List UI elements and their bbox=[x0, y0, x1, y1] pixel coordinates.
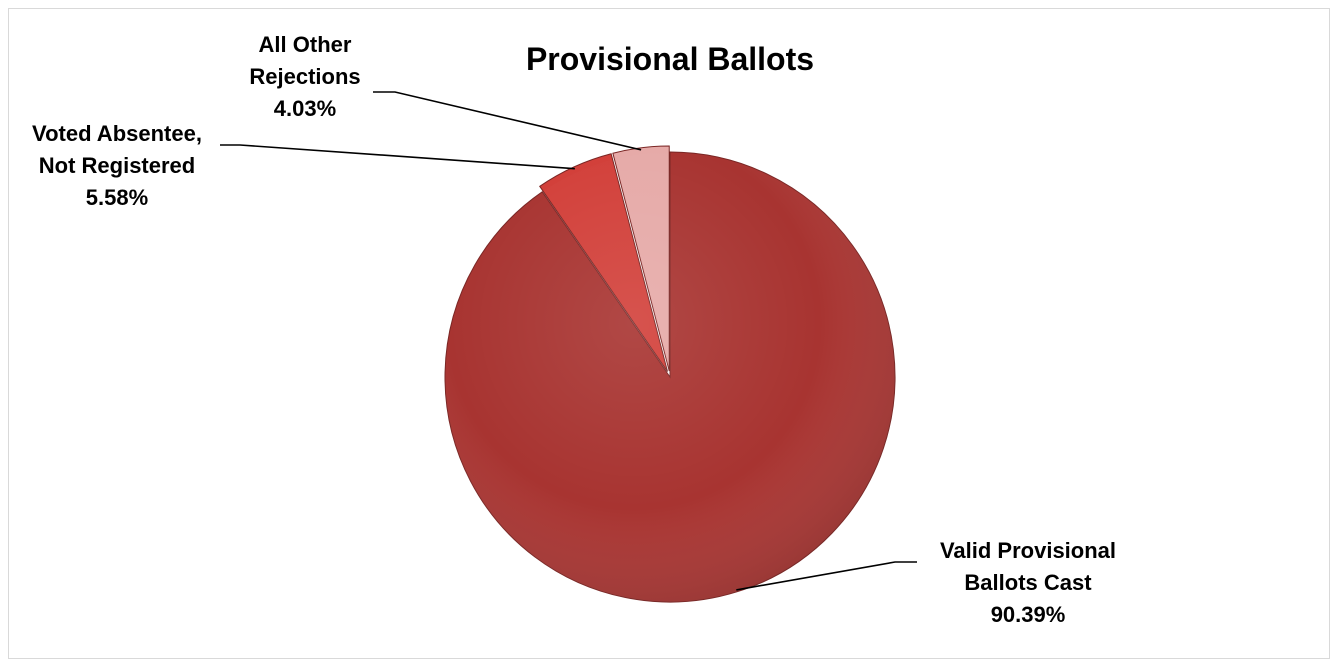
leader-line-voted-absentee-not-registered bbox=[220, 144, 575, 170]
data-labels: Valid Provisional Ballots Cast 90.39% Voted… bbox=[32, 32, 1116, 627]
data-label-valid-provisional-ballots-cast: Valid Provisional Ballots Cast 90.39% bbox=[940, 538, 1116, 627]
leader-line-valid-provisional-ballots-cast bbox=[736, 561, 917, 591]
leader-line-all-other-rejections bbox=[373, 91, 642, 151]
data-label-all-other-rejections: All Other Rejections 4.03% bbox=[249, 32, 360, 121]
chart-title: Provisional Ballots bbox=[526, 41, 814, 77]
data-label-voted-absentee-not-registered: Voted Absentee, Not Registered 5.58% bbox=[32, 121, 202, 210]
pie-slice-valid-provisional-ballots-cast bbox=[444, 151, 896, 603]
leader-lines bbox=[220, 91, 917, 591]
pie-slices bbox=[444, 145, 896, 603]
